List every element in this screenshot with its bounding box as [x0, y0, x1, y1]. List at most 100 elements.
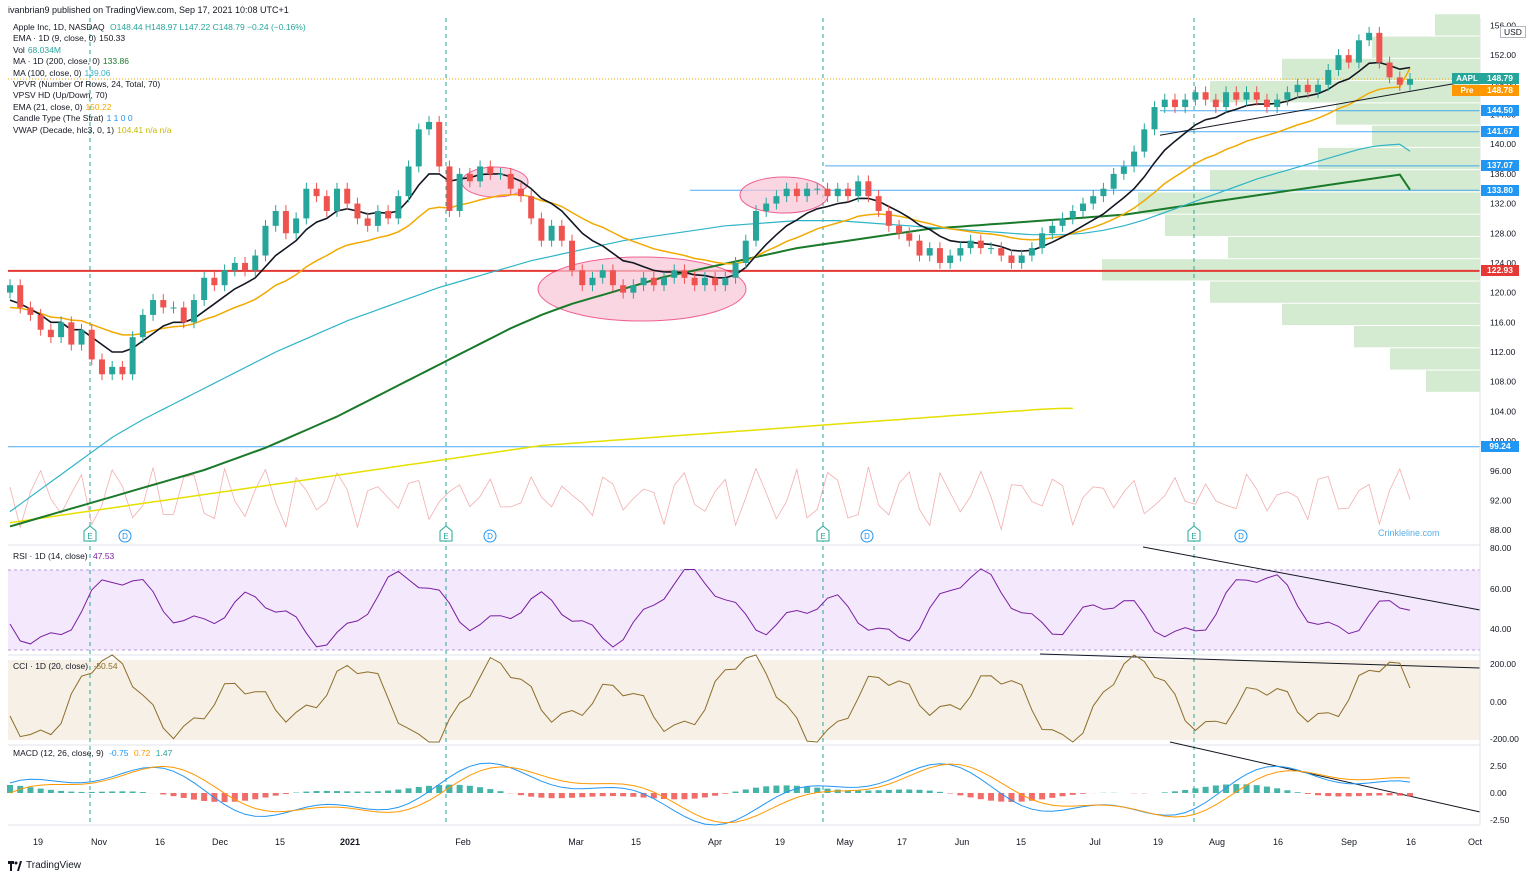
macd-legend[interactable]: MACD (12, 26, close, 9) -0.75 0.72 1.47 [13, 748, 172, 758]
macd-histogram-bar [865, 790, 872, 793]
candle-body [1120, 166, 1127, 174]
candle-body [855, 181, 862, 197]
indicator-ema9[interactable]: EMA · 1D (9, close, 0) 150.33 [13, 33, 306, 44]
candle-body [947, 255, 954, 263]
earnings-marker-icon [83, 525, 97, 542]
candle-body [722, 277, 729, 286]
time-axis-label: Dec [212, 837, 229, 847]
vp-up-bar [1426, 370, 1480, 392]
candle-body [415, 129, 422, 167]
candle-body [17, 285, 24, 308]
candle-body [262, 225, 269, 256]
time-axis-label: Jun [955, 837, 970, 847]
macd-histogram-bar [1192, 788, 1199, 793]
event-marker-label: E [87, 532, 92, 541]
macd-axis-label: 2.50 [1490, 761, 1507, 771]
macd-histogram-bar [783, 785, 790, 793]
symbol-row: Apple Inc, 1D, NASDAQ O148.44 H148.97 L1… [13, 22, 306, 33]
symbol-name: Apple Inc, 1D, NASDAQ [13, 22, 105, 32]
candle-body [712, 277, 719, 286]
currency-label[interactable]: USD [1500, 26, 1526, 38]
candle-body [661, 277, 668, 286]
earnings-marker-icon [1187, 525, 1201, 542]
candle-body [364, 218, 371, 226]
dividend-marker-icon [1234, 529, 1248, 543]
candle-body [477, 166, 484, 182]
candle-body [957, 248, 964, 256]
macd-histogram-bar [1315, 793, 1322, 796]
candle-body [1110, 173, 1117, 189]
candle-body [763, 203, 770, 211]
price-tag: 122.93 [1481, 265, 1519, 277]
rsi-value: 47.53 [93, 551, 115, 561]
macd-histogram-bar [1161, 792, 1168, 793]
candle-body [609, 270, 616, 286]
candle-body [405, 166, 412, 197]
macd-histogram-bar [1366, 793, 1373, 796]
price-axis-label: 104.00 [1490, 406, 1516, 416]
macd-histogram-bar [497, 791, 504, 793]
candle-body [1100, 188, 1107, 197]
macd-histogram-bar [742, 789, 749, 793]
candle-body [824, 188, 831, 197]
candle-body [497, 173, 504, 175]
cci-band [8, 660, 1480, 740]
indicator-label: VPVR (Number Of Rows, 24, Total, 70) [13, 79, 161, 90]
macd-histogram-bar [1396, 793, 1403, 796]
vp-up-bar [1102, 259, 1480, 281]
candle-body [1131, 151, 1138, 167]
macd-histogram-bar [701, 793, 708, 798]
vp-up-bar [1282, 58, 1480, 81]
time-axis-label: 15 [631, 837, 641, 847]
macd-histogram-bar [752, 787, 759, 793]
candle-body [1253, 92, 1260, 100]
indicator-candle-type[interactable]: Candle Type (The Strat) 1 1 0 0 [13, 113, 306, 124]
indicator-value: 1 1 0 0 [106, 113, 133, 124]
indicator-ma200[interactable]: MA · 1D (200, close, 0) 133.86 [13, 56, 306, 67]
candle-body [814, 188, 821, 190]
price-tag: 148.78 [1481, 85, 1519, 97]
cci-axis-label: 200.00 [1490, 659, 1516, 669]
candle-body [211, 277, 218, 286]
price-axis-label: 152.00 [1490, 50, 1516, 60]
price-axis-label: 124.00 [1490, 258, 1516, 268]
candle-body [119, 366, 126, 375]
dividend-marker-icon [118, 529, 132, 543]
indicator-vpsv[interactable]: VPSV HD (Up/Down, 70) [13, 90, 306, 101]
macd-histogram-bar [1253, 785, 1260, 793]
indicator-value: 150.33 [99, 33, 126, 44]
macd-histogram-bar [926, 790, 933, 793]
macd-histogram-bar [1325, 793, 1332, 797]
vp-up-bar [1210, 281, 1480, 303]
macd-histogram-bar [190, 793, 197, 800]
indicator-ma100[interactable]: MA (100, close, 0) 139.06 [13, 68, 306, 79]
price-tag: 137.07 [1481, 160, 1519, 172]
vp-up-bar [1372, 36, 1480, 58]
candle-body [742, 240, 749, 263]
indicator-vwap[interactable]: VWAP (Decade, hlc3, 0, 1) 104.41 n/a n/a [13, 125, 306, 136]
candle-body [323, 196, 330, 211]
indicator-vpvr[interactable]: VPVR (Number Of Rows, 24, Total, 70) [13, 79, 306, 90]
vp-up-bar [1228, 236, 1480, 259]
price-tag: 99.24 [1481, 441, 1519, 453]
macd-histogram-bar [1018, 793, 1025, 802]
candle-body [1274, 99, 1281, 108]
macd-histogram-bar [1274, 788, 1281, 793]
indicator-ema21[interactable]: EMA (21, close, 0) 150.22 [13, 102, 306, 113]
macd-histogram-bar [793, 785, 800, 793]
macd-histogram-bar [354, 791, 361, 793]
candle-body [78, 329, 85, 345]
price-axis-label: 132.00 [1490, 199, 1516, 209]
cci-legend[interactable]: CCI · 1D (20, close) -50.54 [13, 661, 118, 671]
indicator-vol[interactable]: Vol 68.034M [13, 45, 306, 56]
macd-histogram-bar [272, 793, 279, 796]
price-tag-label: Pre [1452, 85, 1482, 97]
time-axis-label: Sep [1341, 837, 1357, 847]
signal-value: 0.72 [133, 748, 151, 758]
candle-body [1069, 210, 1076, 219]
rsi-legend[interactable]: RSI · 1D (14, close) 47.53 [13, 551, 114, 561]
indicator-label: EMA · 1D (9, close, 0) [13, 33, 97, 44]
macd-histogram-bar [446, 784, 453, 793]
